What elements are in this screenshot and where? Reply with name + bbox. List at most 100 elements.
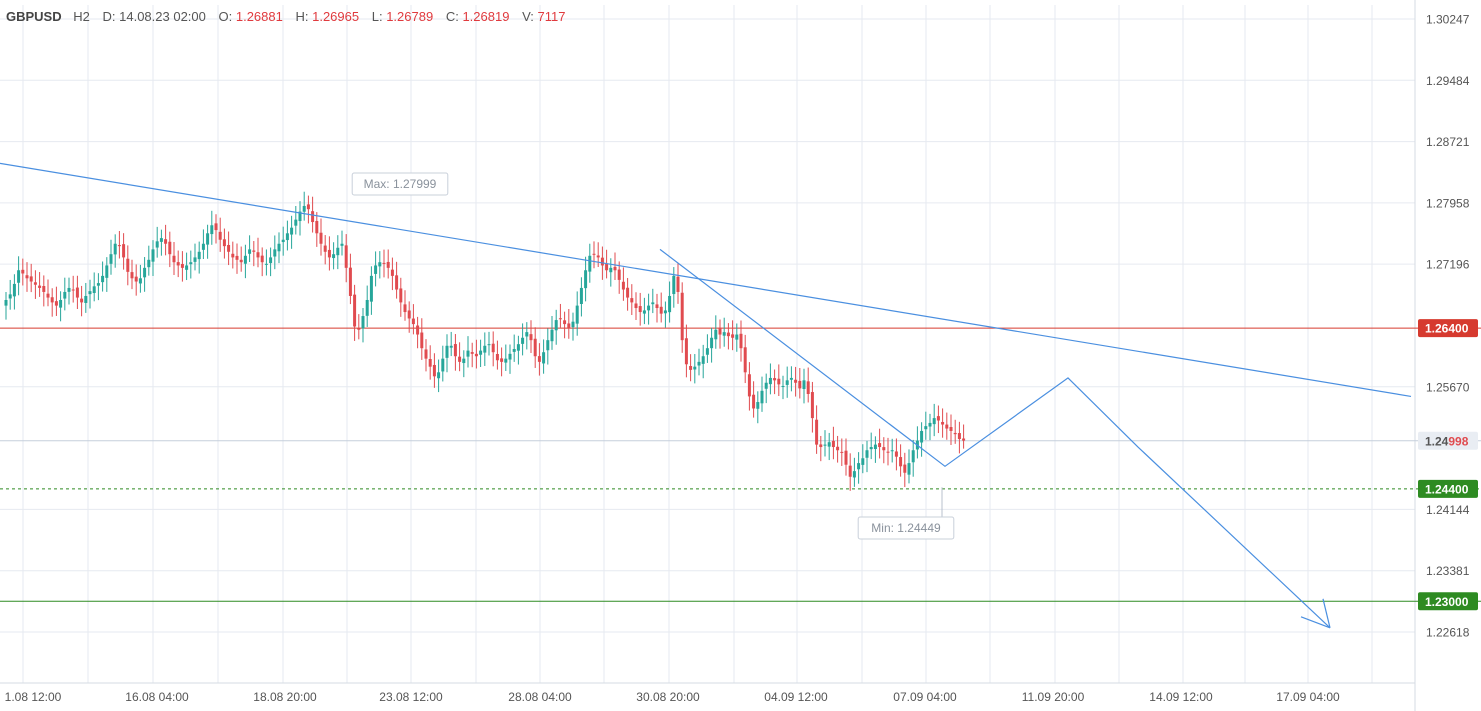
candle-body — [508, 353, 512, 360]
candle-body — [437, 372, 441, 379]
candle — [143, 257, 147, 292]
candle-body — [781, 385, 785, 387]
candle-body — [932, 418, 936, 425]
candle-body — [252, 250, 256, 252]
candle — [290, 215, 294, 249]
candle — [101, 261, 105, 292]
candle-body — [651, 302, 655, 305]
time-axis-label: 17.09 04:00 — [1276, 690, 1340, 704]
low-label: L: — [371, 9, 383, 24]
candle — [529, 320, 533, 353]
annotations: Max: 1.27999 Min: 1.24449 — [351, 172, 955, 540]
high-value: 1.26965 — [312, 9, 360, 24]
time-axis-label: 07.09 04:00 — [893, 690, 957, 704]
candle-body — [382, 262, 386, 264]
candle-body — [668, 295, 672, 313]
candle — [647, 293, 651, 325]
candle — [701, 344, 705, 379]
candle-body — [924, 426, 928, 430]
candle — [403, 290, 407, 321]
candle-body — [609, 267, 613, 273]
price-tag-resistance — [1418, 319, 1478, 338]
volume-value: 7117 — [537, 9, 566, 24]
candle — [218, 217, 222, 252]
candle — [264, 249, 268, 276]
time-axis-label: 23.08 12:00 — [379, 690, 443, 704]
candle — [445, 334, 449, 373]
candle — [907, 449, 911, 484]
candle-body — [193, 257, 197, 262]
annotation-label: Min: 1.24449 — [871, 521, 941, 535]
candle-body — [395, 275, 399, 290]
candle-body — [327, 249, 331, 258]
candle-body — [290, 227, 294, 235]
candle-body — [189, 262, 193, 265]
candle — [399, 277, 403, 317]
candle-body — [483, 345, 487, 353]
candle — [731, 320, 735, 351]
candle — [96, 273, 100, 301]
candle-body — [722, 332, 726, 336]
candle — [180, 251, 184, 282]
candle — [361, 307, 365, 343]
candle-body — [936, 416, 940, 421]
candle-body — [680, 292, 684, 341]
candle — [718, 319, 722, 349]
price-tag-label: 1.24998 — [1425, 434, 1469, 448]
candle-body — [80, 298, 84, 303]
candle-body — [445, 345, 449, 358]
candle-body — [941, 421, 945, 425]
candle — [739, 320, 743, 362]
candle-body — [764, 382, 768, 389]
chart-header: GBPUSD H2 D: 14.08.23 02:00 O: 1.26881 H… — [6, 9, 574, 24]
candle — [369, 266, 373, 315]
candle-body — [159, 238, 163, 242]
candle-body — [672, 275, 676, 295]
candle — [420, 318, 424, 360]
candle — [613, 252, 617, 281]
candle — [365, 285, 369, 327]
candle-body — [336, 247, 340, 256]
candle-body — [369, 275, 373, 302]
time-axis-label: 16.08 04:00 — [125, 690, 189, 704]
candle-body — [143, 267, 147, 278]
candle — [210, 210, 214, 245]
candle-body — [537, 356, 541, 362]
candle — [302, 191, 306, 221]
candle — [306, 195, 310, 224]
candle — [596, 242, 600, 267]
candle — [743, 334, 747, 384]
candle-body — [705, 348, 709, 355]
candle-body — [663, 310, 667, 314]
candle — [554, 309, 558, 345]
candle-body — [344, 245, 348, 268]
candle-body — [285, 233, 289, 241]
candle — [924, 411, 928, 440]
candle-body — [903, 464, 907, 473]
candle-body — [269, 257, 273, 264]
candle-body — [71, 289, 75, 291]
candle — [122, 233, 126, 270]
candle-body — [54, 301, 58, 306]
candle — [815, 405, 819, 454]
candle-body — [109, 254, 113, 264]
candle — [857, 452, 861, 484]
candle-body — [647, 305, 651, 311]
price-axis-label: 1.27958 — [1426, 196, 1470, 210]
candle — [941, 408, 945, 438]
candle-body — [962, 438, 966, 441]
candle — [634, 292, 638, 320]
candle-body — [504, 358, 508, 363]
candle — [882, 437, 886, 464]
candle — [126, 245, 130, 286]
candle — [193, 243, 197, 271]
candle — [474, 339, 478, 369]
candle-body — [243, 255, 247, 264]
close-value: 1.26819 — [462, 9, 510, 24]
candle-body — [340, 243, 344, 246]
price-axis-label: 1.22618 — [1426, 626, 1470, 640]
candle-body — [407, 310, 411, 319]
candle-body — [819, 444, 823, 448]
candle-body — [617, 269, 621, 280]
